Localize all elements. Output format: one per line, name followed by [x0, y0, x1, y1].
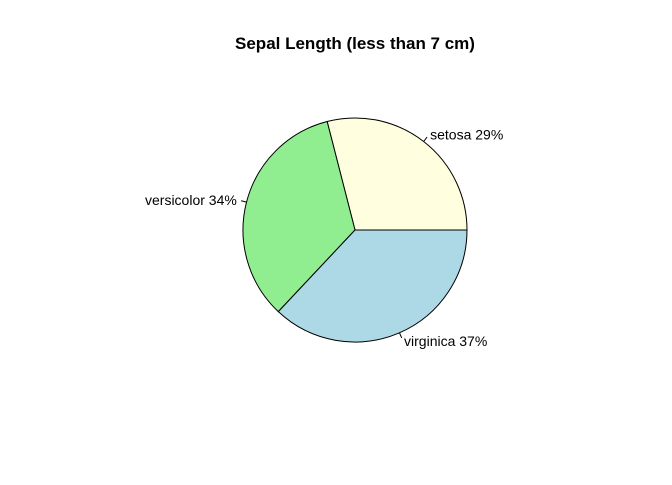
pie-label-virginica: virginica 37%	[404, 333, 487, 349]
chart-title: Sepal Length (less than 7 cm)	[235, 34, 475, 53]
pie-slice-setosa	[326, 117, 468, 231]
pie-slices	[242, 117, 468, 343]
pie-labels: setosa 29% versicolor 34% virginica 37%	[145, 126, 503, 349]
pie-slice-virginica	[277, 229, 468, 343]
pie-label-tick-virginica	[399, 332, 403, 339]
pie-label-tick-versicolor	[240, 200, 247, 203]
pie-label-setosa: setosa 29%	[430, 126, 503, 142]
pie-label-versicolor: versicolor 34%	[145, 192, 237, 208]
pie-label-tick-setosa	[423, 136, 428, 142]
pie-slice-versicolor	[242, 120, 356, 313]
